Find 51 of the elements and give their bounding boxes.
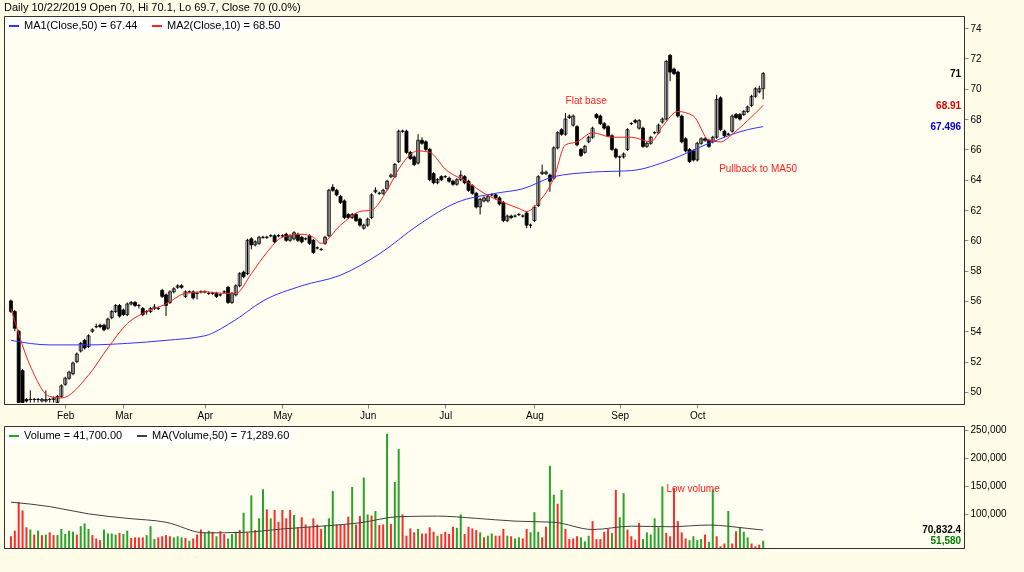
y-tick-label: 100,000 — [970, 508, 1008, 520]
candlestick — [594, 112, 599, 120]
candlestick — [625, 127, 630, 152]
x-tick-label: Jul — [439, 409, 453, 421]
x-tick-label: Mar — [115, 409, 134, 421]
annotation: 70,832.4 — [922, 524, 962, 536]
x-tick-label: Oct — [689, 409, 706, 421]
y-tick-label: 68 — [970, 113, 983, 125]
annotation: Pullback to MA50 — [719, 163, 798, 175]
y-tick-label: 200,000 — [970, 452, 1008, 464]
x-tick-label: Feb — [57, 409, 75, 421]
x-tick-label: Aug — [526, 409, 544, 421]
annotation: 71 — [949, 67, 962, 79]
x-tick-label: Apr — [197, 409, 214, 421]
candlestick — [373, 186, 378, 194]
candlestick — [43, 389, 48, 403]
y-tick-label: 250,000 — [970, 424, 1008, 436]
legend-label: MA2(Close,10) = 68.50 — [167, 19, 281, 31]
y-tick-label: 50 — [970, 386, 983, 398]
annotation: 68.91 — [936, 99, 962, 111]
annotation: Flat base — [565, 95, 608, 107]
x-tick-label: May — [273, 409, 293, 421]
legend-label: MA(Volume,50) = 71,289.60 — [152, 429, 290, 441]
candlestick — [540, 164, 545, 176]
x-tick-label: Sep — [611, 409, 630, 421]
candlestick — [90, 327, 95, 334]
annotation: 67.496 — [930, 120, 962, 132]
y-tick-label: 70 — [970, 83, 983, 95]
y-tick-label: 56 — [970, 295, 983, 307]
y-tick-label: 62 — [970, 204, 983, 216]
candlestick — [272, 233, 277, 244]
line-series — [10, 501, 764, 534]
y-tick-label: 52 — [970, 356, 983, 368]
y-tick-label: 60 — [970, 234, 983, 246]
legend-label: MA1(Close,50) = 67.44 — [24, 19, 138, 31]
y-tick-label: 72 — [970, 52, 983, 64]
y-tick-label: 58 — [970, 265, 983, 277]
y-tick-label: 66 — [970, 143, 983, 155]
y-tick-label: 150,000 — [970, 480, 1008, 492]
chart-title: Daily 10/22/2019 Open 70, Hi 70.1, Lo 69.7, Close 70 (0.0%) — [4, 1, 301, 13]
candlestick — [253, 239, 258, 247]
candlestick — [245, 238, 250, 276]
y-tick-label: 74 — [970, 22, 983, 34]
candlestick — [311, 238, 316, 255]
legend-label: Volume = 41,700.00 — [24, 429, 123, 441]
y-tick-label: 54 — [970, 325, 983, 337]
annotation: Low volume — [666, 483, 721, 495]
candlestick — [179, 283, 184, 290]
x-tick-label: Jun — [360, 409, 377, 421]
annotation: 51,580 — [930, 534, 962, 546]
y-tick-label: 64 — [970, 174, 983, 186]
